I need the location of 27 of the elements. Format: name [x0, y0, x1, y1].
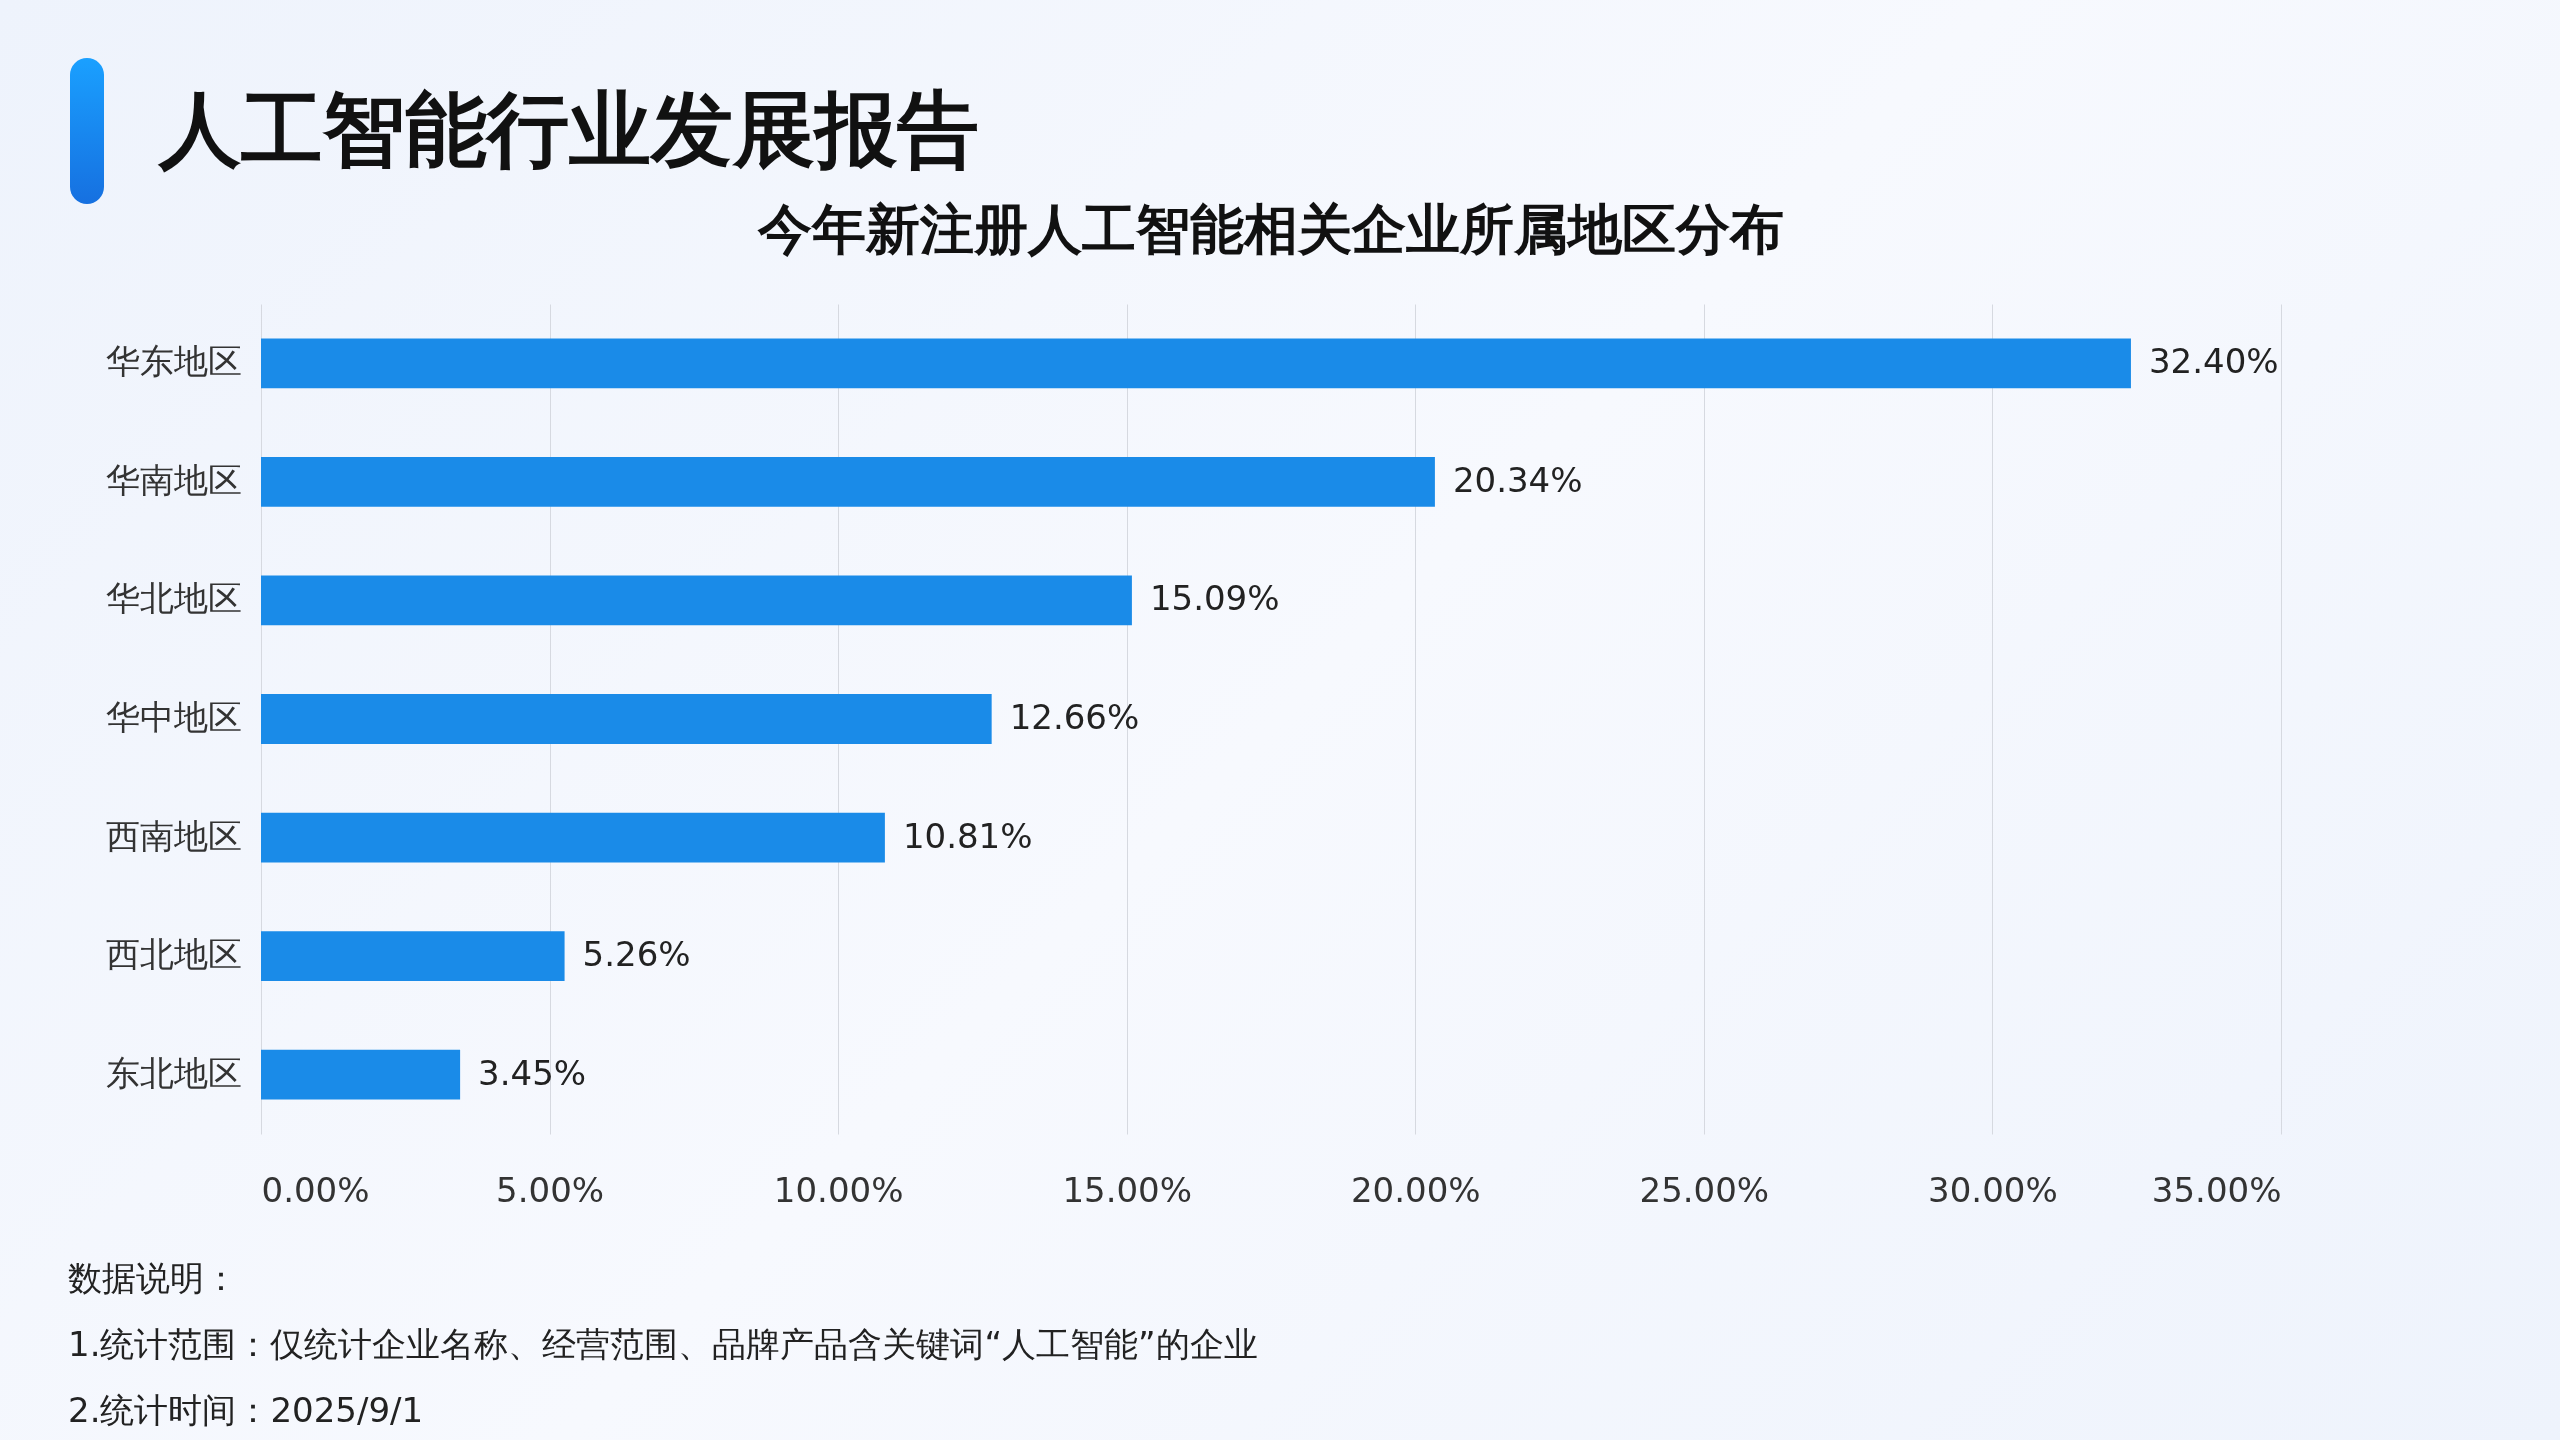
- text: 1.统计范围：仅统计企业名称、经营范围、品牌产品含关键词“人工智能”的企业: [68, 1323, 1258, 1366]
- y-tick-label: 华南地区: [105, 459, 242, 500]
- data-label: 15.09%: [1149, 578, 1280, 619]
- x-tick-label: 35.00%: [2151, 1169, 2282, 1210]
- chart-subtitle: 今年新注册人工智能相关企业所属地区分布: [757, 198, 1784, 261]
- data-label: 5.26%: [582, 934, 691, 975]
- text: 2.统计时间：2025/9/1: [68, 1389, 425, 1432]
- x-tick-label: 0.00%: [261, 1169, 370, 1210]
- y-tick-label: 华北地区: [105, 578, 242, 619]
- chart-title: 人工智能行业发展报告: [159, 81, 979, 179]
- x-tick-label: 20.00%: [1350, 1169, 1481, 1210]
- data-label: 10.81%: [902, 815, 1033, 856]
- y-tick-label: 华中地区: [105, 697, 242, 737]
- text: 数据说明：: [68, 1257, 239, 1300]
- x-tick-label: 30.00%: [1928, 1169, 2058, 1210]
- data-label: 20.34%: [1452, 459, 1583, 500]
- data-label: 12.66%: [1009, 697, 1140, 737]
- y-tick-label: 华东地区: [105, 341, 242, 382]
- x-tick-label: 5.00%: [496, 1169, 605, 1210]
- y-tick-label: 西南地区: [105, 815, 242, 856]
- data-label: 3.45%: [478, 1052, 587, 1093]
- y-tick-label: 东北地区: [105, 1052, 242, 1093]
- x-tick-label: 15.00%: [1062, 1169, 1193, 1210]
- x-tick-label: 25.00%: [1639, 1169, 1770, 1210]
- x-tick-label: 10.00%: [773, 1169, 904, 1210]
- y-tick-label: 西北地区: [105, 934, 242, 975]
- data-label: 32.40%: [2148, 341, 2279, 382]
